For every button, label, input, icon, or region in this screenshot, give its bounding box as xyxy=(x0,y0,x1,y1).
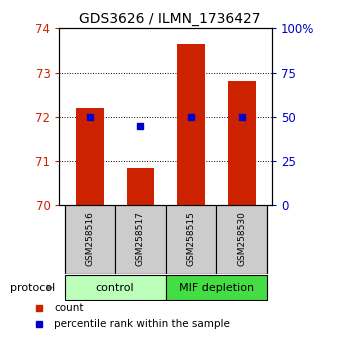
FancyBboxPatch shape xyxy=(166,275,267,300)
Text: GSM258530: GSM258530 xyxy=(237,211,246,266)
Text: percentile rank within the sample: percentile rank within the sample xyxy=(54,319,230,329)
FancyBboxPatch shape xyxy=(65,205,115,274)
Text: GSM258515: GSM258515 xyxy=(187,211,196,266)
FancyBboxPatch shape xyxy=(115,205,166,274)
Bar xyxy=(76,108,104,205)
Bar xyxy=(177,44,205,205)
Text: GDS3626 / ILMN_1736427: GDS3626 / ILMN_1736427 xyxy=(79,12,261,27)
Text: MIF depletion: MIF depletion xyxy=(179,282,254,293)
Text: count: count xyxy=(54,303,84,313)
FancyBboxPatch shape xyxy=(216,205,267,274)
Text: GSM258517: GSM258517 xyxy=(136,211,145,266)
Bar xyxy=(228,81,256,205)
Bar xyxy=(126,168,154,205)
Text: GSM258516: GSM258516 xyxy=(85,211,95,266)
FancyBboxPatch shape xyxy=(166,205,216,274)
Text: control: control xyxy=(96,282,134,293)
FancyBboxPatch shape xyxy=(65,275,166,300)
Text: protocol: protocol xyxy=(10,282,55,293)
